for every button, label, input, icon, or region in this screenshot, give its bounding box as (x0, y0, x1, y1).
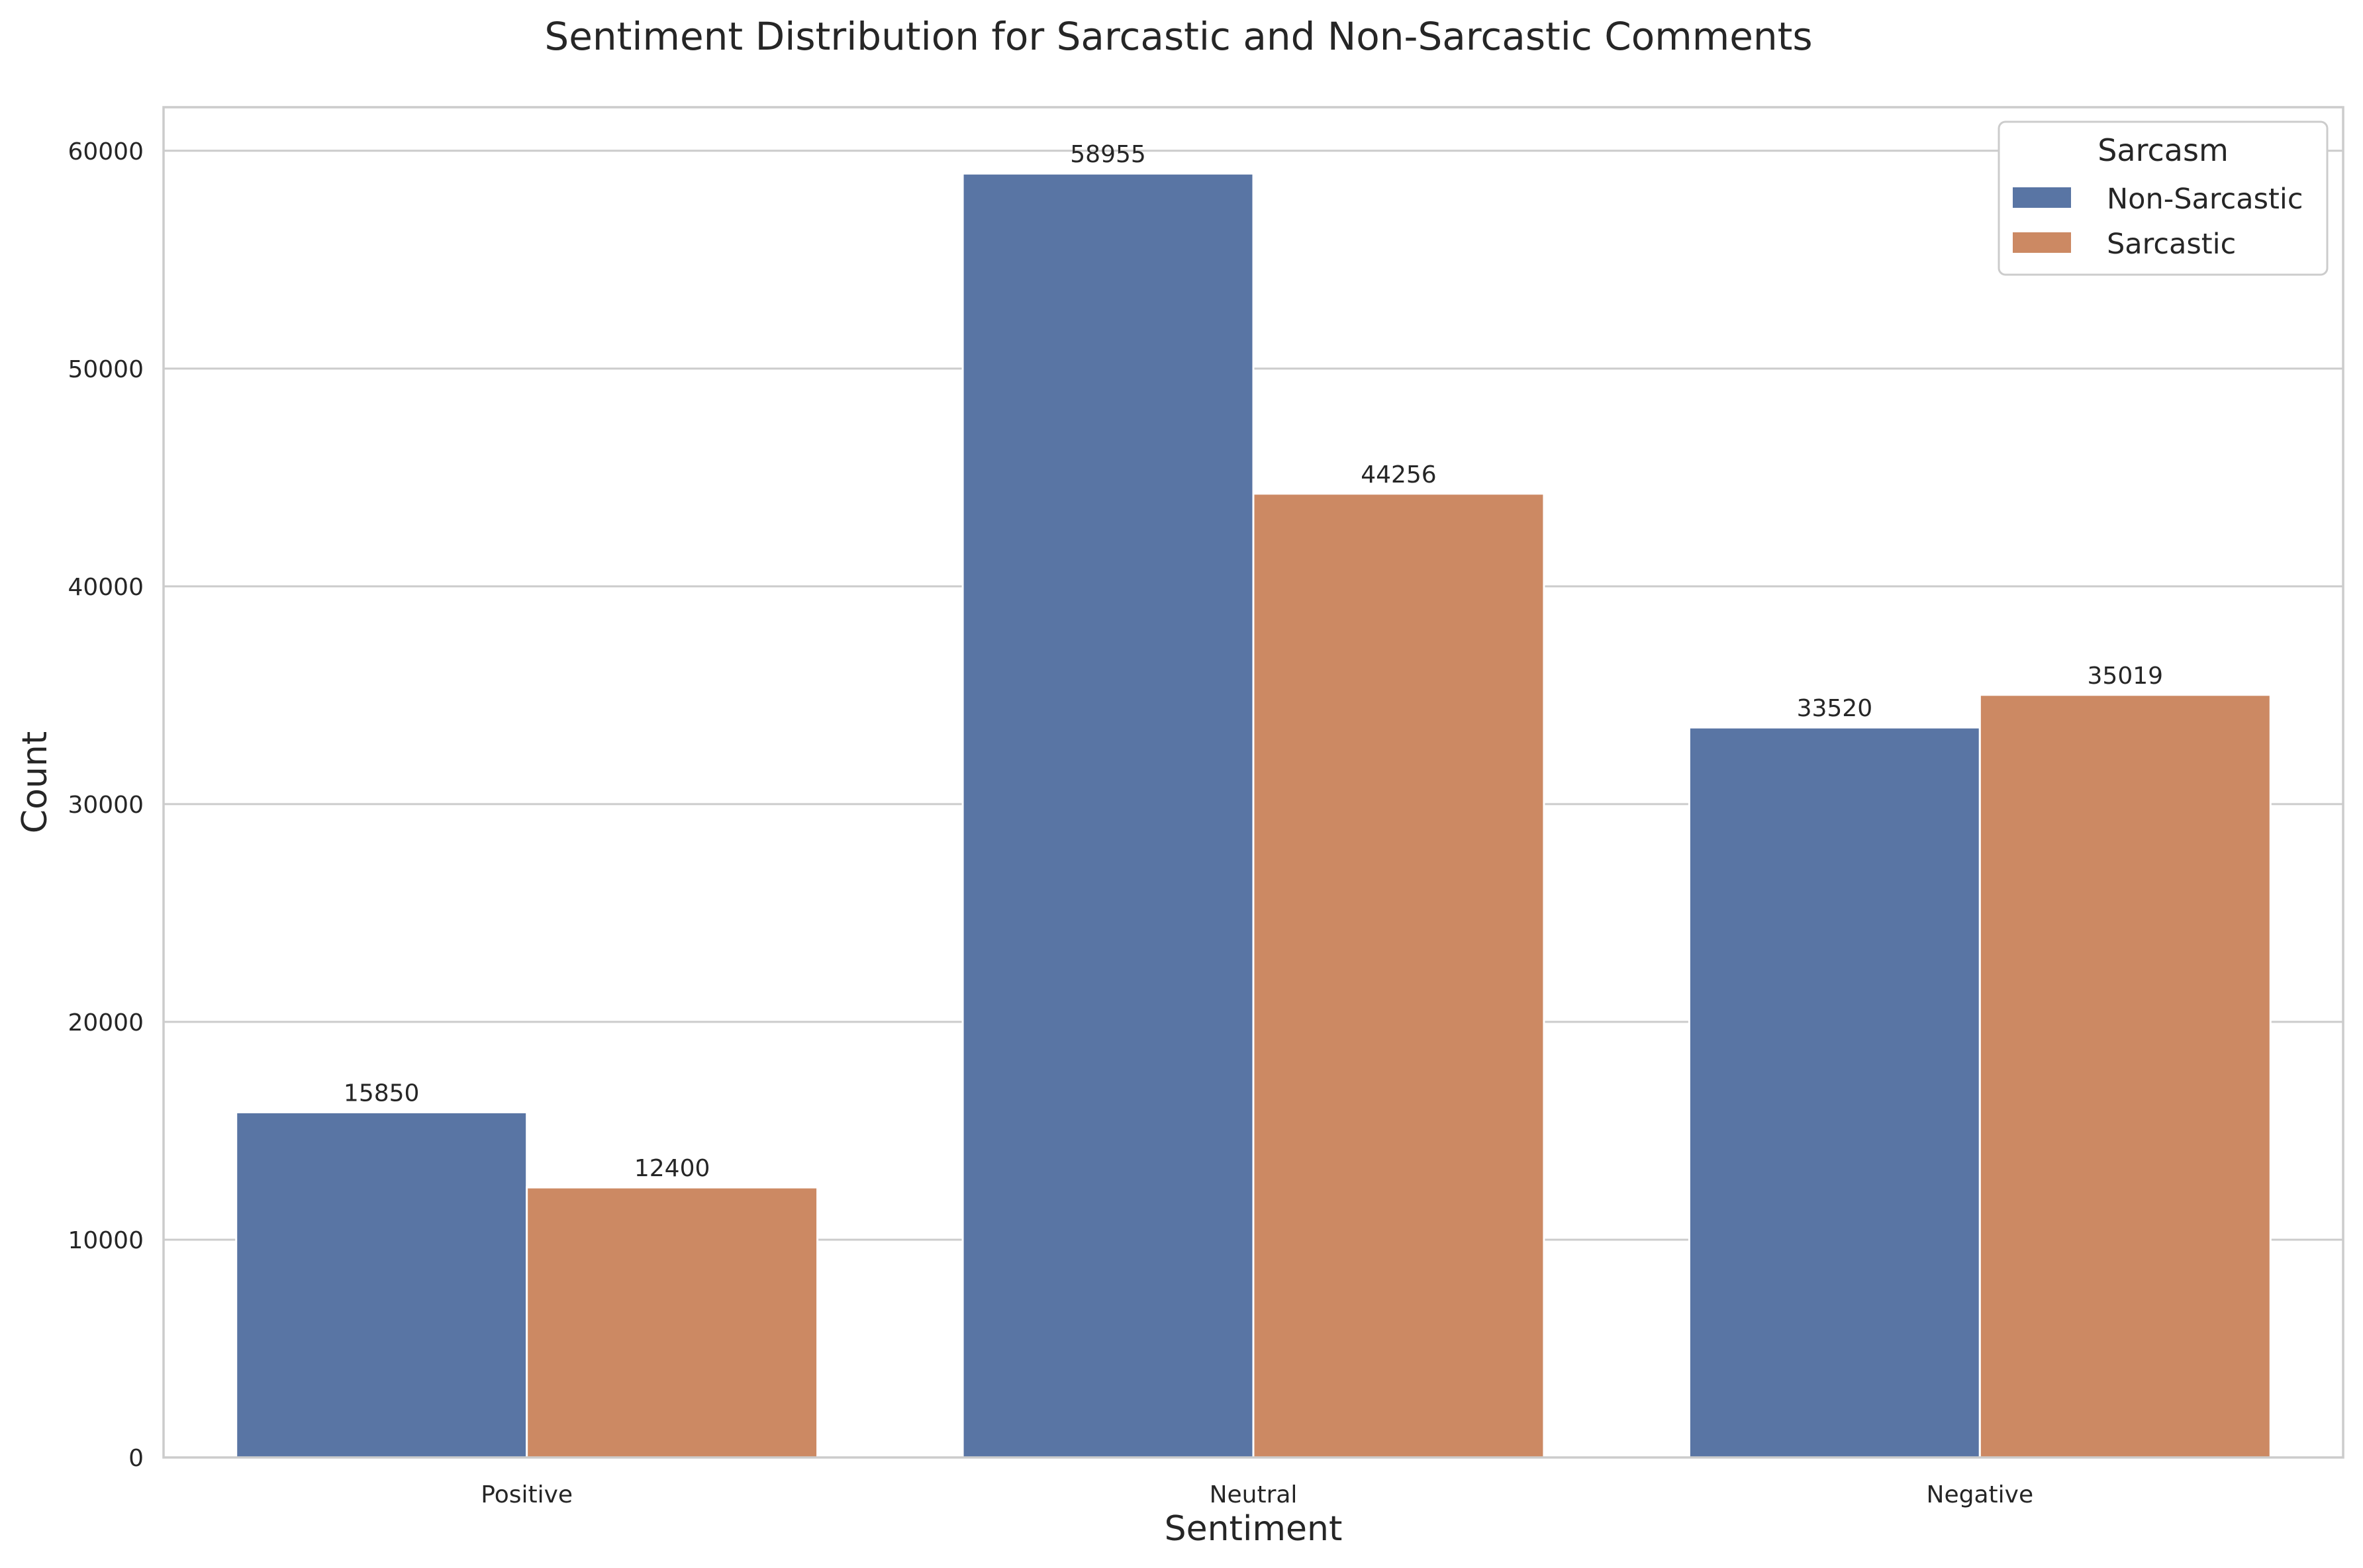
x-tick-label: Positive (481, 1481, 573, 1508)
bar-value-label: 58955 (1070, 141, 1146, 168)
bar (526, 1186, 819, 1459)
y-tick-label: 40000 (68, 574, 144, 601)
bar-value-label: 44256 (1361, 461, 1437, 488)
legend-swatch (2013, 232, 2071, 253)
legend-entry-label: Non-Sarcastic (2107, 183, 2303, 216)
y-tick-label: 50000 (68, 356, 144, 383)
bar (235, 1111, 528, 1459)
bar (1978, 694, 2272, 1459)
legend-title: Sarcasm (2098, 132, 2229, 168)
x-tick-label: Neutral (1210, 1481, 1298, 1508)
bar-value-label: 33520 (1797, 695, 1873, 722)
bar (961, 172, 1255, 1459)
bar-value-label: 12400 (634, 1155, 710, 1182)
y-tick-label: 30000 (68, 792, 144, 819)
plot-frame (162, 106, 2344, 1459)
legend-swatch (2013, 187, 2071, 208)
y-tick-label: 10000 (68, 1227, 144, 1254)
bar (1688, 726, 1981, 1459)
y-tick-label: 0 (128, 1445, 144, 1472)
bar-value-label: 35019 (2088, 663, 2164, 690)
y-tick-label: 60000 (68, 138, 144, 165)
x-axis-label: Sentiment (1165, 1509, 1343, 1549)
x-axis-ticks: Positive Neutral Negative (481, 1481, 2033, 1508)
bar-value-label: 15850 (344, 1080, 420, 1107)
chart-title: Sentiment Distribution for Sarcastic and… (544, 14, 1812, 59)
legend: Sarcasm Non-Sarcastic Sarcastic (1998, 120, 2329, 276)
bar-value-labels: 15850 58955 33520 12400 44256 35019 (344, 141, 2163, 1182)
legend-entry-label: Sarcastic (2107, 228, 2236, 261)
y-axis-label: Count (15, 731, 55, 833)
legend-box (1998, 120, 2329, 276)
y-tick-label: 20000 (68, 1009, 144, 1037)
bar (1252, 492, 1545, 1459)
x-tick-label: Negative (1927, 1481, 2034, 1508)
bars (235, 172, 2272, 1459)
y-axis-ticks: 0 10000 20000 30000 40000 50000 60000 (68, 138, 144, 1472)
